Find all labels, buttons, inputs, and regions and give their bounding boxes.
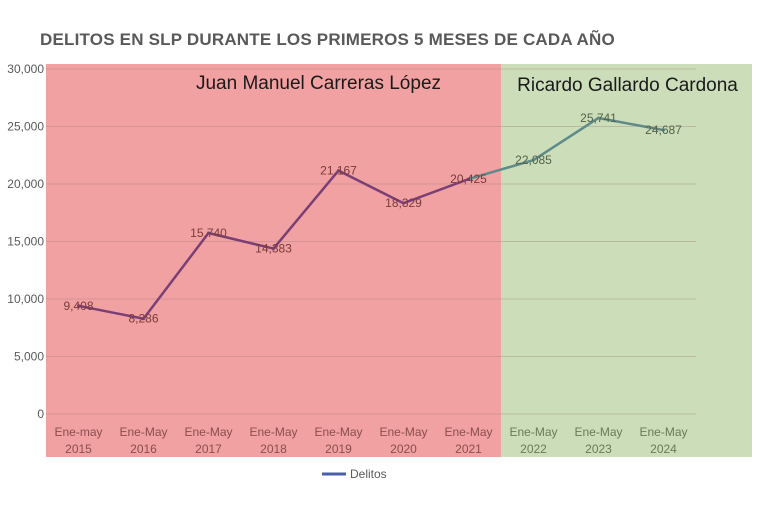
- data-label: 21,167: [320, 164, 357, 178]
- series-line-segment: [467, 158, 535, 181]
- data-label: 8,286: [128, 312, 158, 326]
- data-label: 20,425: [450, 172, 487, 186]
- region-label-carreras: Juan Manuel Carreras López: [196, 73, 441, 94]
- data-point: [337, 169, 340, 173]
- series-line-segment: [272, 169, 340, 250]
- x-tick-year: 2022: [520, 442, 547, 456]
- x-tick-year: 2016: [130, 442, 157, 456]
- x-tick-label: Ene-May: [249, 425, 297, 439]
- data-point: [207, 231, 210, 235]
- series-line-segment: [337, 169, 405, 205]
- data-point: [532, 158, 535, 162]
- data-point: [77, 304, 80, 308]
- data-label: 14,383: [255, 242, 292, 256]
- x-tick-label: Ene-may: [54, 425, 102, 439]
- series-line-segment: [532, 116, 600, 162]
- series-line-segment: [207, 231, 275, 250]
- x-tick-year: 2018: [260, 442, 287, 456]
- data-point: [597, 116, 600, 120]
- y-tick-label: 10,000: [7, 292, 44, 306]
- x-tick-year: 2020: [390, 442, 417, 456]
- x-tick-label: Ene-May: [639, 425, 687, 439]
- x-tick-label: Ene-May: [574, 425, 622, 439]
- data-point: [467, 177, 470, 181]
- data-label: 18,329: [385, 196, 422, 210]
- y-tick-label: 20,000: [7, 177, 44, 191]
- series-line-segment: [77, 304, 145, 320]
- x-tick-year: 2017: [195, 442, 222, 456]
- x-tick-year: 2019: [325, 442, 352, 456]
- data-label: 22,085: [515, 153, 552, 167]
- x-tick-label: Ene-May: [379, 425, 427, 439]
- data-point: [142, 317, 145, 321]
- series-line-segment: [597, 116, 665, 132]
- x-tick-year: 2024: [650, 442, 677, 456]
- x-tick-label: Ene-May: [509, 425, 557, 439]
- x-tick-label: Ene-May: [119, 425, 167, 439]
- legend-label: Delitos: [350, 467, 387, 481]
- region-background-gallardo: [501, 64, 752, 457]
- data-label: 15,740: [190, 226, 227, 240]
- y-tick-label: 0: [37, 407, 44, 421]
- y-tick-label: 5,000: [14, 350, 44, 364]
- x-tick-year: 2023: [585, 442, 612, 456]
- y-tick-label: 25,000: [7, 120, 44, 134]
- series-line-segment: [142, 231, 210, 320]
- x-tick-year: 2021: [455, 442, 482, 456]
- series-line-segment: [402, 177, 470, 205]
- data-label: 25,741: [580, 111, 617, 125]
- data-point: [402, 201, 405, 205]
- data-point: [272, 247, 275, 251]
- x-tick-label: Ene-May: [314, 425, 362, 439]
- data-point: [662, 128, 665, 132]
- data-label: 9,408: [63, 299, 93, 313]
- x-tick-label: Ene-May: [444, 425, 492, 439]
- y-tick-label: 30,000: [7, 62, 44, 76]
- region-background-carreras: [46, 64, 501, 457]
- y-tick-label: 15,000: [7, 235, 44, 249]
- x-tick-label: Ene-May: [184, 425, 232, 439]
- data-label: 24,687: [645, 123, 682, 137]
- chart-title: DELITOS EN SLP DURANTE LOS PRIMEROS 5 ME…: [40, 30, 615, 49]
- region-label-gallardo: Ricardo Gallardo Cardona: [517, 75, 738, 96]
- x-tick-year: 2015: [65, 442, 92, 456]
